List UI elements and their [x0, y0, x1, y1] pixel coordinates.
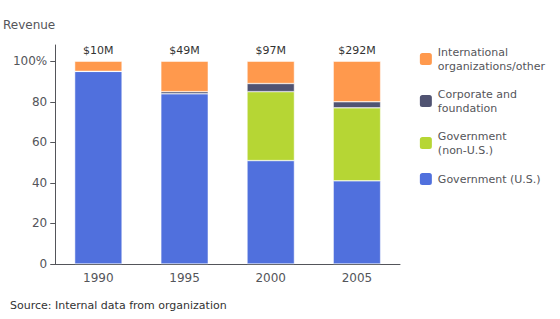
svg-text:80: 80 [32, 95, 47, 109]
svg-text:Revenue: Revenue [3, 18, 55, 32]
svg-text:(non-U.S.): (non-U.S.) [438, 144, 493, 157]
svg-text:$10M: $10M [83, 44, 114, 57]
svg-text:Government (U.S.): Government (U.S.) [438, 173, 541, 186]
svg-text:International: International [438, 46, 508, 59]
svg-text:$292M: $292M [338, 44, 376, 57]
svg-text:2000: 2000 [255, 271, 286, 285]
svg-text:foundation: foundation [438, 102, 497, 115]
svg-text:Corporate and: Corporate and [438, 88, 517, 101]
svg-text:2005: 2005 [342, 271, 373, 285]
svg-text:$97M: $97M [255, 44, 286, 57]
svg-text:100%: 100% [13, 54, 47, 68]
svg-text:0: 0 [40, 257, 48, 271]
svg-text:60: 60 [32, 135, 47, 149]
svg-text:Government: Government [438, 130, 507, 143]
svg-text:40: 40 [32, 176, 47, 190]
svg-text:20: 20 [32, 216, 47, 230]
svg-text:1995: 1995 [169, 271, 200, 285]
svg-text:Source: Internal data from org: Source: Internal data from organization [10, 299, 227, 312]
svg-text:1990: 1990 [83, 271, 114, 285]
svg-text:$49M: $49M [169, 44, 200, 57]
svg-text:organizations/other: organizations/other [438, 60, 546, 73]
